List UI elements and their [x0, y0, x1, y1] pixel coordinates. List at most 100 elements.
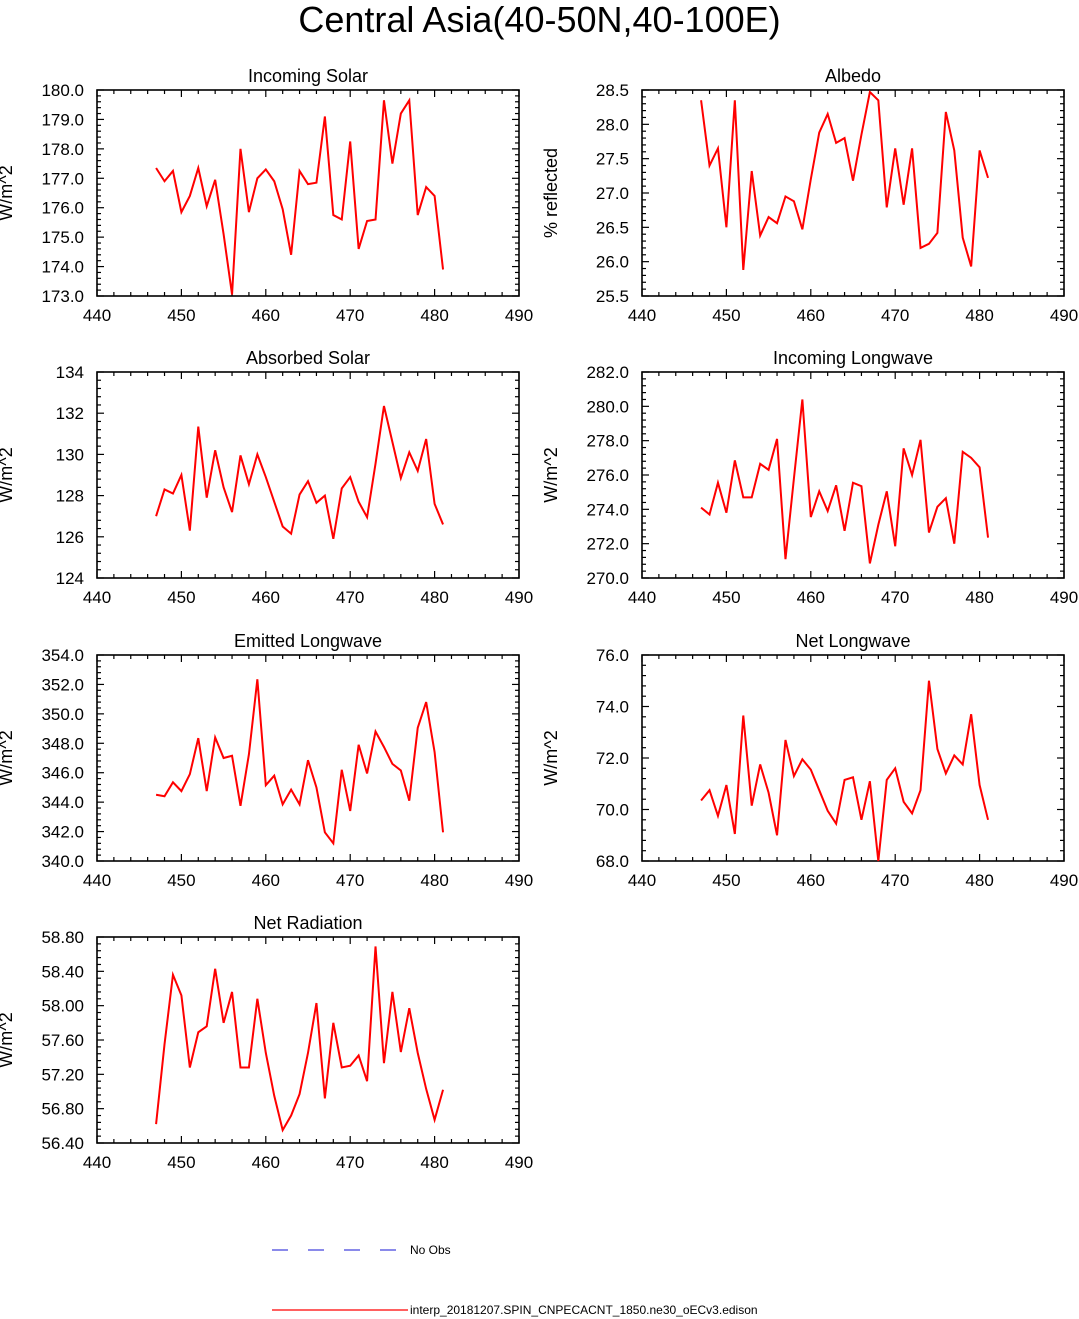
net-radiation-y-tick-label: 58.00	[41, 997, 84, 1016]
incoming-longwave-y-tick-label: 274.0	[586, 500, 629, 519]
incoming-solar-y-tick-label: 173.0	[41, 287, 84, 306]
incoming-solar-y-tick-label: 175.0	[41, 228, 84, 247]
emitted-longwave-x-tick-label: 490	[505, 871, 533, 890]
net-longwave-y-tick-label: 76.0	[596, 646, 629, 665]
incoming-longwave-x-tick-label: 480	[965, 588, 993, 607]
albedo-x-tick-label: 470	[881, 306, 909, 325]
incoming-longwave-y-tick-label: 280.0	[586, 397, 629, 416]
emitted-longwave-y-tick-label: 346.0	[41, 764, 84, 783]
net-radiation-y-axis-label: W/m^2	[0, 1012, 16, 1067]
net-radiation-x-tick-label: 480	[420, 1153, 448, 1172]
net-radiation-title: Net Radiation	[253, 913, 362, 933]
chart-incoming-solar: Incoming Solar 440 450 460 470 480 490 173.0 174…	[0, 66, 533, 325]
net-longwave-y-tick-label: 72.0	[596, 749, 629, 768]
absorbed-solar-title: Absorbed Solar	[246, 348, 370, 368]
absorbed-solar-y-tick-label: 126	[56, 528, 84, 547]
net-longwave-x-tick-label: 490	[1050, 871, 1078, 890]
net-radiation-y-tick-label: 58.40	[41, 962, 84, 981]
incoming-solar-title: Incoming Solar	[248, 66, 368, 86]
net-longwave-series-line	[700, 680, 990, 862]
net-radiation-x-tick-label: 470	[336, 1153, 364, 1172]
net-longwave-y-tick-label: 70.0	[596, 801, 629, 820]
emitted-longwave-x-tick-label: 450	[167, 871, 195, 890]
incoming-longwave-x-tick-label: 490	[1050, 588, 1078, 607]
incoming-longwave-y-tick-label: 276.0	[586, 466, 629, 485]
incoming-longwave-plot-frame	[641, 371, 1065, 579]
albedo-series-line	[700, 90, 989, 270]
albedo-title: Albedo	[825, 66, 881, 86]
net-longwave-y-axis-label: W/m^2	[541, 730, 561, 785]
absorbed-solar-y-tick-label: 124	[56, 569, 84, 588]
incoming-longwave-y-tick-label: 282.0	[586, 363, 629, 382]
absorbed-solar-x-tick-label: 480	[420, 588, 448, 607]
incoming-solar-x-tick-label: 490	[505, 306, 533, 325]
albedo-y-axis-label: % reflected	[541, 148, 561, 238]
legend-label-no-obs: No Obs	[410, 1243, 451, 1257]
emitted-longwave-series-line	[155, 679, 445, 846]
incoming-solar-x-tick-label: 440	[83, 306, 111, 325]
legend-label-model: interp_20181207.SPIN_CNPECACNT_1850.ne30…	[410, 1303, 758, 1317]
absorbed-solar-y-tick-label: 132	[56, 404, 84, 423]
emitted-longwave-x-tick-label: 480	[420, 871, 448, 890]
albedo-x-tick-label: 450	[712, 306, 740, 325]
incoming-longwave-x-tick-label: 460	[797, 588, 825, 607]
net-radiation-y-tick-label: 56.40	[41, 1134, 84, 1153]
albedo-x-tick-label: 460	[797, 306, 825, 325]
net-longwave-x-tick-label: 480	[965, 871, 993, 890]
incoming-solar-y-axis-label: W/m^2	[0, 165, 16, 220]
incoming-solar-series-line	[155, 97, 445, 295]
net-radiation-y-tick-label: 57.60	[41, 1031, 84, 1050]
absorbed-solar-y-axis-label: W/m^2	[0, 447, 16, 502]
chart-incoming-longwave: Incoming Longwave 440 450 460 470 480 490 270.0…	[541, 348, 1078, 607]
chart-albedo: Albedo 440 450 460 470 480 490 25.5 26.0 26.5 27.0…	[541, 66, 1078, 325]
net-longwave-y-tick-label: 68.0	[596, 852, 629, 871]
emitted-longwave-x-tick-label: 460	[252, 871, 280, 890]
chart-net-longwave: Net Longwave 440 450 460 470 480 490 68.0 70.0 72…	[541, 631, 1078, 890]
incoming-longwave-x-tick-label: 470	[881, 588, 909, 607]
net-longwave-x-tick-label: 440	[628, 871, 656, 890]
net-radiation-x-tick-label: 490	[505, 1153, 533, 1172]
albedo-y-tick-label: 27.0	[596, 184, 629, 203]
emitted-longwave-plot-frame	[96, 654, 520, 862]
emitted-longwave-y-tick-label: 350.0	[41, 705, 84, 724]
absorbed-solar-plot-frame	[96, 371, 520, 579]
net-radiation-y-tick-label: 58.80	[41, 928, 84, 947]
net-longwave-y-tick-label: 74.0	[596, 698, 629, 717]
incoming-longwave-y-tick-label: 270.0	[586, 569, 629, 588]
net-radiation-plot-frame	[96, 936, 520, 1144]
incoming-solar-y-tick-label: 177.0	[41, 169, 84, 188]
incoming-longwave-y-tick-label: 272.0	[586, 535, 629, 554]
incoming-longwave-series-line	[700, 399, 990, 564]
absorbed-solar-y-tick-label: 130	[56, 445, 84, 464]
albedo-x-tick-label: 440	[628, 306, 656, 325]
net-radiation-x-tick-label: 440	[83, 1153, 111, 1172]
emitted-longwave-x-tick-label: 440	[83, 871, 111, 890]
absorbed-solar-x-tick-label: 460	[252, 588, 280, 607]
absorbed-solar-x-tick-label: 450	[167, 588, 195, 607]
incoming-longwave-y-axis-label: W/m^2	[541, 447, 561, 502]
net-longwave-x-tick-label: 450	[712, 871, 740, 890]
net-longwave-title: Net Longwave	[795, 631, 910, 651]
absorbed-solar-y-tick-label: 134	[56, 363, 84, 382]
albedo-y-tick-label: 26.5	[596, 218, 629, 237]
net-radiation-y-tick-label: 56.80	[41, 1100, 84, 1119]
incoming-solar-y-tick-label: 174.0	[41, 258, 84, 277]
chart-absorbed-solar: Absorbed Solar 440 450 460 470 480 490 124 126 12…	[0, 348, 533, 607]
incoming-solar-x-tick-label: 470	[336, 306, 364, 325]
incoming-solar-y-tick-label: 176.0	[41, 199, 84, 218]
absorbed-solar-series-line	[155, 405, 444, 540]
emitted-longwave-y-tick-label: 348.0	[41, 734, 84, 753]
incoming-solar-plot-frame	[96, 89, 520, 297]
chart-panels: Incoming Solar 440 450 460 470 480 490 173.0 174…	[0, 66, 1078, 1172]
incoming-longwave-x-tick-label: 440	[628, 588, 656, 607]
albedo-plot-frame	[641, 89, 1065, 297]
emitted-longwave-y-tick-label: 340.0	[41, 852, 84, 871]
net-longwave-plot-frame	[641, 654, 1065, 862]
albedo-x-tick-label: 490	[1050, 306, 1078, 325]
incoming-longwave-x-tick-label: 450	[712, 588, 740, 607]
chart-emitted-longwave: Emitted Longwave 440 450 460 470 480 490 340.0 3…	[0, 631, 533, 890]
albedo-y-tick-label: 28.5	[596, 81, 629, 100]
absorbed-solar-x-tick-label: 440	[83, 588, 111, 607]
emitted-longwave-y-axis-label: W/m^2	[0, 730, 16, 785]
